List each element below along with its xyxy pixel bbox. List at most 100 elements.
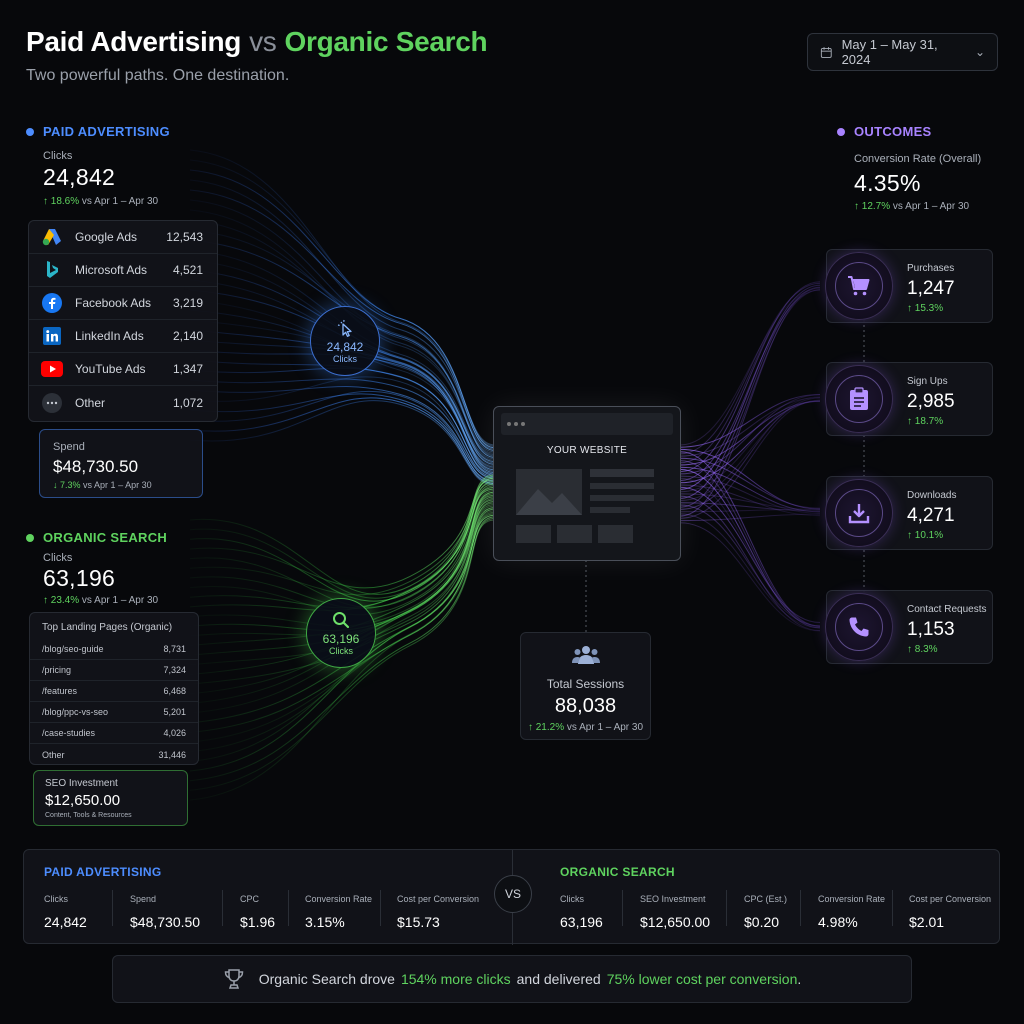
organic-clicks-period: vs Apr 1 – Apr 30: [82, 595, 158, 606]
youtube-icon: [41, 358, 63, 380]
chevron-down-icon: ⌄: [975, 45, 985, 59]
outcome-signups[interactable]: Sign Ups 2,985 ↑ 18.7%: [826, 362, 993, 436]
text-placeholder: [590, 495, 654, 501]
metric-label: CPC: [240, 894, 275, 904]
channel-row-microsoft[interactable]: Microsoft Ads 4,521: [29, 254, 217, 287]
outcome-downloads[interactable]: Downloads 4,271 ↑ 10.1%: [826, 476, 993, 550]
browser-dot: [521, 422, 525, 426]
channel-row-youtube[interactable]: YouTube Ads 1,347: [29, 353, 217, 386]
channel-row-other[interactable]: Other 1,072: [29, 386, 217, 419]
channel-row-linkedin[interactable]: LinkedIn Ads 2,140: [29, 320, 217, 353]
metric-label: Cost per Conversion: [909, 894, 991, 904]
outcome-flow-line: [680, 283, 820, 454]
outcome-icon-ring: [825, 365, 893, 433]
metric-label: Clicks: [44, 894, 87, 904]
summary-text-1: Organic Search drove: [259, 971, 395, 987]
page-subtitle: Two powerful paths. One destination.: [26, 67, 289, 85]
metric-value: $48,730.50: [130, 914, 200, 930]
paid-metric-cpc: CPC $1.96: [240, 894, 275, 930]
organic-metric-clicks: Clicks 63,196: [560, 894, 603, 930]
channel-row-facebook[interactable]: Facebook Ads 3,219: [29, 287, 217, 320]
browser-dot: [507, 422, 511, 426]
text-placeholder: [590, 507, 630, 513]
spend-period: vs Apr 1 – Apr 30: [83, 480, 152, 490]
date-range-picker[interactable]: May 1 – May 31, 2024 ⌄: [807, 33, 998, 71]
landing-page-row[interactable]: /blog/ppc-vs-seo 5,201: [30, 702, 198, 723]
trophy-icon: [223, 968, 245, 990]
organic-clicks-change-pct: 23.4%: [51, 595, 79, 606]
metric-label: Clicks: [560, 894, 603, 904]
outcome-change: ↑ 10.1%: [907, 530, 956, 541]
channel-name: Facebook Ads: [75, 296, 173, 310]
summary-text-3: .: [797, 971, 801, 987]
vs-badge: VS: [494, 875, 532, 913]
cart-icon: [847, 275, 871, 297]
metric-label: Conversion Rate: [305, 894, 372, 904]
outcome-value: 4,271: [907, 505, 956, 527]
image-placeholder-icon: [516, 469, 582, 515]
channel-name: Google Ads: [75, 230, 166, 244]
page-path: /pricing: [42, 665, 71, 675]
organic-clicks-label: Clicks: [43, 552, 72, 564]
metric-label: CPC (Est.): [744, 894, 787, 904]
page-value: 31,446: [158, 750, 186, 760]
conversion-rate-change: ↑ 12.7% vs Apr 1 – Apr 30: [854, 201, 969, 212]
outcome-purchases[interactable]: Purchases 1,247 ↑ 15.3%: [826, 249, 993, 323]
comparison-paid-heading: PAID ADVERTISING: [44, 865, 161, 879]
page-path: /blog/seo-guide: [42, 644, 104, 654]
page-value: 7,324: [163, 665, 186, 675]
outcome-flow-line: [680, 289, 820, 446]
paid-flow-line: [190, 398, 495, 484]
spend-change-pct: 7.3%: [60, 480, 81, 490]
outcome-flow-line: [680, 398, 820, 457]
outcome-flow-line: [680, 283, 820, 463]
outcome-change-pct: 8.3%: [915, 644, 938, 655]
outcome-flow-line: [680, 288, 820, 516]
outcome-flow-line: [680, 487, 820, 622]
conversion-rate-period: vs Apr 1 – Apr 30: [893, 201, 969, 212]
paid-spend-card: Spend $48,730.50 ↓ 7.3% vs Apr 1 – Apr 3…: [39, 429, 203, 498]
channel-name: Microsoft Ads: [75, 263, 173, 277]
metric-separator: [726, 890, 727, 926]
channel-name: YouTube Ads: [75, 362, 173, 376]
block-placeholder: [516, 525, 551, 543]
landing-page-row[interactable]: /case-studies 4,026: [30, 723, 198, 744]
outcome-icon-ring: [825, 479, 893, 547]
summary-highlight-clicks: 154% more clicks: [401, 971, 511, 987]
website-label: YOUR WEBSITE: [494, 445, 680, 456]
landing-page-row[interactable]: Other 31,446: [30, 744, 198, 765]
text-placeholder: [590, 469, 654, 477]
microsoft-ads-icon: [41, 259, 63, 281]
metric-value: $0.20: [744, 914, 787, 930]
page-value: 4,026: [163, 728, 186, 738]
outcome-change: ↑ 18.7%: [907, 416, 955, 427]
summary-highlight-cost: 75% lower cost per conversion: [607, 971, 798, 987]
paid-clicks-value: 24,842: [43, 164, 115, 191]
metric-label: Spend: [130, 894, 200, 904]
metric-value: $15.73: [397, 914, 479, 930]
outcomes-dot: [837, 128, 845, 136]
paid-channels-card: Google Ads 12,543 Microsoft Ads 4,521 Fa…: [28, 220, 218, 422]
outcome-contact-requests[interactable]: Contact Requests 1,153 ↑ 8.3%: [826, 590, 993, 664]
outcome-flow-line: [680, 461, 820, 627]
phone-icon: [848, 616, 870, 638]
paid-heading-label: PAID ADVERTISING: [43, 124, 170, 139]
landing-page-row[interactable]: /pricing 7,324: [30, 660, 198, 681]
download-icon: [848, 502, 870, 524]
outcome-value: 1,247: [907, 278, 955, 300]
landing-page-row[interactable]: /blog/seo-guide 8,731: [30, 639, 198, 660]
sessions-label: Total Sessions: [521, 677, 650, 691]
channel-row-google[interactable]: Google Ads 12,543: [29, 221, 217, 254]
organic-metric-conversion-rate: Conversion Rate 4.98%: [818, 894, 885, 930]
landing-pages-title: Top Landing Pages (Organic): [30, 613, 198, 639]
organic-metric-seo-investment: SEO Investment $12,650.00: [640, 894, 710, 930]
total-sessions-card: Total Sessions 88,038 ↑ 21.2% vs Apr 1 –…: [520, 632, 651, 740]
metric-value: $12,650.00: [640, 914, 710, 930]
linkedin-icon: [41, 325, 63, 347]
paid-flow-line: [190, 387, 495, 479]
landing-page-row[interactable]: /features 6,468: [30, 681, 198, 702]
browser-dot: [514, 422, 518, 426]
organic-flow-line: [190, 480, 495, 588]
sessions-change-pct: 21.2%: [536, 722, 564, 733]
outcome-label: Downloads: [907, 490, 956, 501]
